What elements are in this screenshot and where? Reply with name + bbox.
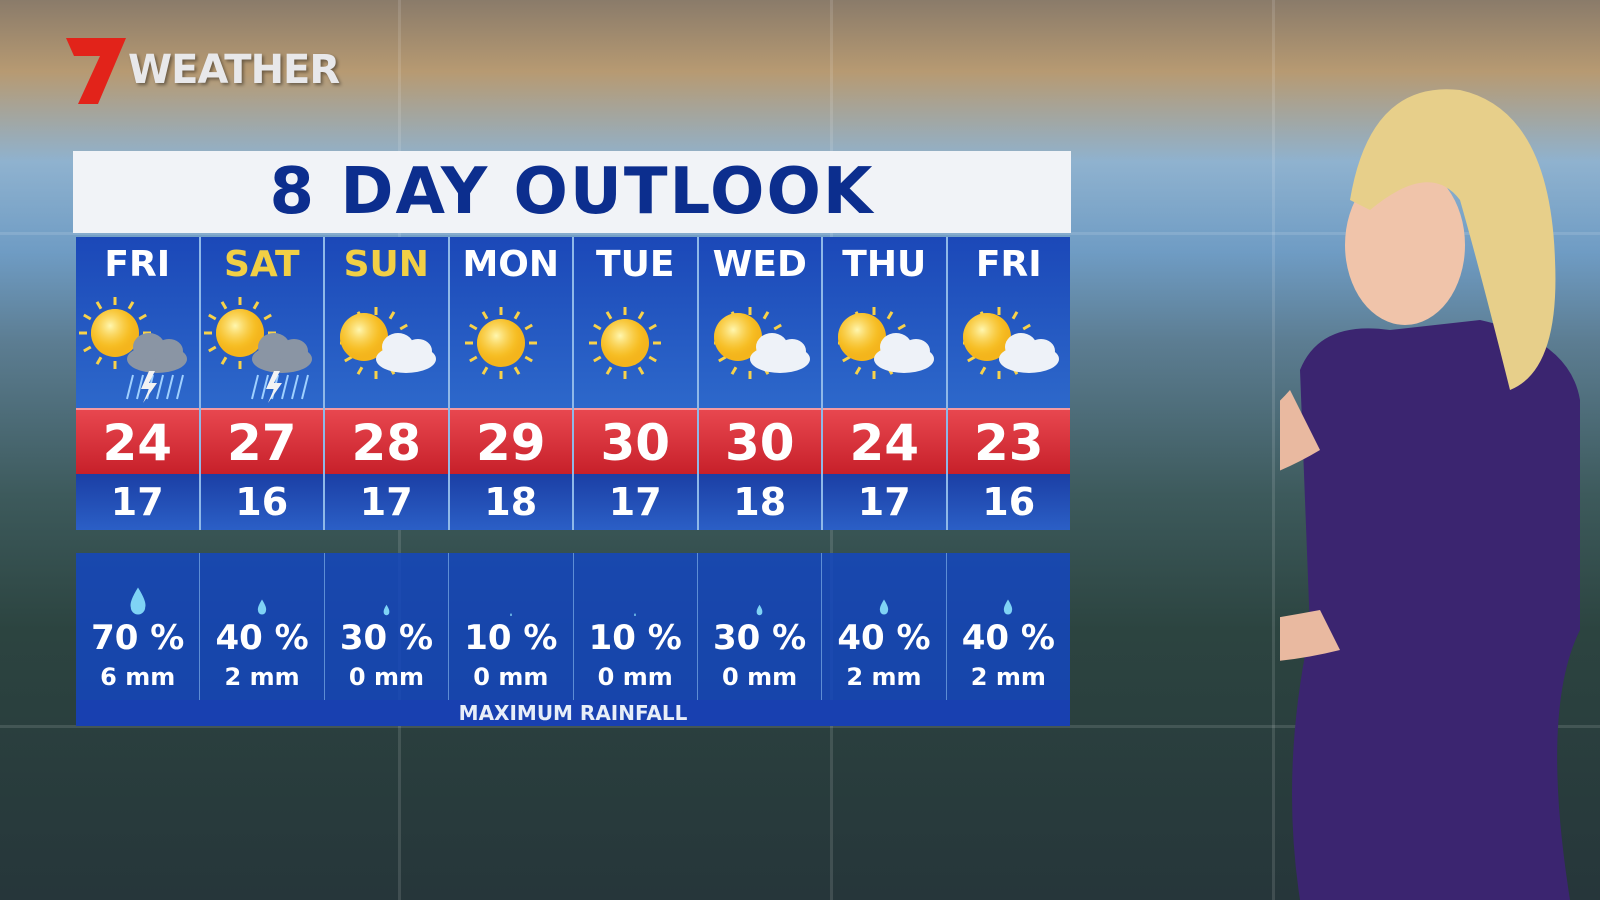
day-name: TUE [596,244,675,285]
low-temperature: 17 [325,474,448,530]
rain-column: 10 % 0 mm [574,553,698,700]
sun-icon [450,293,573,408]
storm-icon [76,293,199,408]
raindrop-icon [634,566,637,616]
day-column: MON 29 18 [449,237,574,530]
day-column: TUE 30 17 [574,237,699,530]
rain-amount: 2 mm [224,663,300,691]
rain-column: 10 % 0 mm [449,553,574,700]
rain-chance: 70 % [91,618,185,658]
raindrop-icon [129,566,147,616]
screen-divider [0,232,1600,235]
rain-chance: 40 % [961,618,1055,658]
title-band: 8 DAY OUTLOOK [73,151,1071,233]
day-name: WED [712,244,807,285]
rain-column: 30 % 0 mm [325,553,450,700]
rain-column: 30 % 0 mm [698,553,823,700]
day-name: SUN [343,244,429,285]
low-temperature: 16 [947,474,1070,530]
logo-text: WEATHER [128,47,340,93]
rain-panel: 70 % 6 mm 40 % 2 mm 30 % 0 mm 10 % 0 mm … [76,553,1070,700]
rain-chance: 10 % [464,618,558,658]
raindrop-icon [879,566,889,616]
rain-amount: 0 mm [597,663,673,691]
seven-logo-icon [66,38,126,104]
raindrop-icon [383,566,390,616]
rain-chance: 30 % [712,618,807,658]
low-temperature: 18 [698,474,821,530]
day-column: FRI 24 17 [76,237,201,530]
day-column: FRI 23 16 [947,237,1071,530]
rain-chance: 10 % [588,618,682,658]
low-temperature: 17 [823,474,946,530]
day-name: SAT [223,244,300,285]
rain-amount: 2 mm [970,663,1046,691]
rain-chance: 30 % [339,618,434,658]
forecast-columns: FRI 24 17 SAT 27 16 SUN 28 17 MON 29 18 TUE … [76,237,1070,530]
seven-weather-logo: WEATHER [64,34,340,106]
low-temperature: 18 [449,474,572,530]
partly-cloudy-icon [325,293,448,408]
day-name: FRI [975,244,1042,285]
day-column: SUN 28 17 [325,237,450,530]
presenter-figure [1280,89,1580,900]
rain-amount: 0 mm [348,663,424,691]
page-title: 8 DAY OUTLOOK [269,155,875,229]
rain-column: 40 % 2 mm [822,553,947,700]
day-name: FRI [104,244,171,285]
high-temperature: 29 [449,408,572,474]
raindrop-icon [756,566,763,616]
high-temperature: 30 [698,408,821,474]
rain-chance: 40 % [215,618,309,658]
raindrop-icon [257,566,267,616]
high-temperature: 30 [574,408,697,474]
high-temperature: 23 [947,408,1070,474]
sun-icon [574,293,697,408]
day-name: THU [842,244,927,285]
rainfall-label: MAXIMUM RAINFALL [76,700,1070,726]
partly-cloudy-icon [823,293,946,408]
storm-icon [201,293,324,408]
raindrop-icon [509,566,512,616]
high-temperature: 28 [325,408,448,474]
low-temperature: 17 [76,474,199,530]
rain-amount: 2 mm [846,663,922,691]
rain-chance: 40 % [837,618,931,658]
day-column: WED 30 18 [698,237,823,530]
day-column: SAT 27 16 [200,237,325,530]
rain-column: 70 % 6 mm [76,553,201,700]
rain-amount: 0 mm [473,663,549,691]
high-temperature: 24 [76,408,199,474]
screen-divider [1272,0,1275,900]
high-temperature: 27 [200,408,323,474]
high-temperature: 24 [823,408,946,474]
day-name: MON [462,244,560,285]
partly-cloudy-icon [948,293,1071,408]
rain-column: 40 % 2 mm [200,553,325,700]
low-temperature: 16 [200,474,323,530]
rain-amount: 0 mm [722,663,798,691]
rain-column: 40 % 2 mm [947,553,1070,700]
raindrop-icon [1003,566,1013,616]
low-temperature: 17 [574,474,697,530]
partly-cloudy-icon [699,293,822,408]
day-column: THU 24 17 [823,237,948,530]
rain-amount: 6 mm [100,663,176,691]
screen-divider [0,725,1600,728]
